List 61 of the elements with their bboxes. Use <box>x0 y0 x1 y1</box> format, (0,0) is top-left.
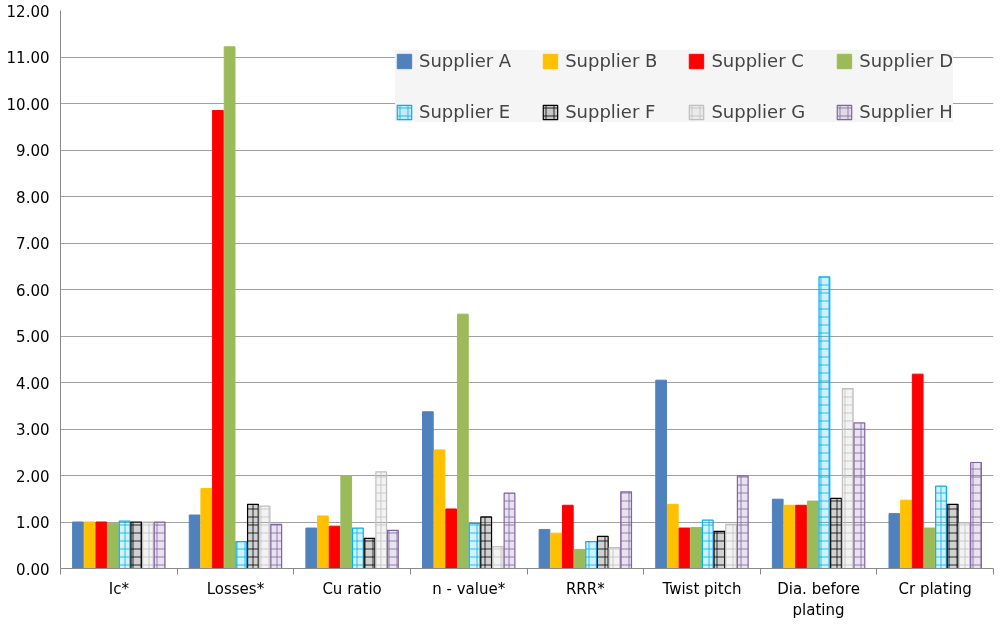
bar <box>83 521 96 569</box>
y-tick-label: 12.00 <box>6 2 50 21</box>
legend-label: Supplier F <box>565 101 656 122</box>
y-tick-label: 1.00 <box>16 514 50 532</box>
y-tick-label: 8.00 <box>16 188 50 207</box>
bar <box>783 504 796 569</box>
bar <box>666 503 679 569</box>
bar <box>188 514 201 569</box>
bar <box>888 513 901 569</box>
bar <box>690 527 702 569</box>
legend-label: Supplier B <box>565 50 658 71</box>
bar <box>433 449 446 569</box>
bar <box>456 313 469 569</box>
bar <box>212 109 224 569</box>
x-tick-label: RRR* <box>565 579 606 598</box>
x-tick-label: Cu ratio <box>322 579 382 598</box>
x-tick-label: Twist pitch <box>661 579 742 598</box>
bar <box>678 527 691 569</box>
legend-label: Supplier E <box>418 101 511 122</box>
legend-label: Supplier G <box>711 101 806 122</box>
y-tick-label: 10.00 <box>6 95 50 114</box>
legend-label: Supplier A <box>418 50 512 71</box>
bar <box>795 504 807 569</box>
x-tick-label: Losses* <box>206 579 265 598</box>
bar <box>445 508 458 569</box>
bar <box>923 527 936 569</box>
y-tick-label: 3.00 <box>16 421 50 439</box>
x-tick-label: n - value* <box>432 579 506 598</box>
bar <box>538 528 551 569</box>
bar <box>328 525 341 569</box>
x-tick-label: Dia. before plating <box>777 579 860 620</box>
bar <box>340 475 353 569</box>
y-tick-label: 5.00 <box>16 328 50 346</box>
bar <box>305 527 318 569</box>
bar <box>422 411 434 569</box>
y-tick-label: 6.00 <box>16 281 50 300</box>
bar <box>771 498 784 569</box>
y-tick-label: 4.00 <box>16 374 50 393</box>
bar <box>573 548 586 569</box>
bar <box>72 521 84 569</box>
bar <box>900 499 912 569</box>
bar <box>200 488 213 569</box>
y-tick-label: 7.00 <box>16 235 50 253</box>
legend-label: Supplier C <box>711 50 804 71</box>
bar <box>806 500 819 569</box>
bar <box>561 504 574 569</box>
bar <box>107 522 119 569</box>
y-tick-label: 11.00 <box>6 49 50 67</box>
bar <box>317 515 329 569</box>
bar <box>655 379 667 569</box>
x-tick-label: Ic* <box>108 579 130 598</box>
y-tick-label: 9.00 <box>16 142 50 160</box>
legend-label: Supplier H <box>859 101 953 122</box>
legend-label: Supplier D <box>859 50 953 71</box>
bar <box>95 521 108 569</box>
bar <box>911 373 924 569</box>
bar <box>223 46 236 569</box>
bar <box>550 532 563 569</box>
y-tick-label: 0.00 <box>16 560 50 579</box>
y-tick-label: 2.00 <box>16 467 50 486</box>
x-tick-label: Cr plating <box>898 579 972 598</box>
